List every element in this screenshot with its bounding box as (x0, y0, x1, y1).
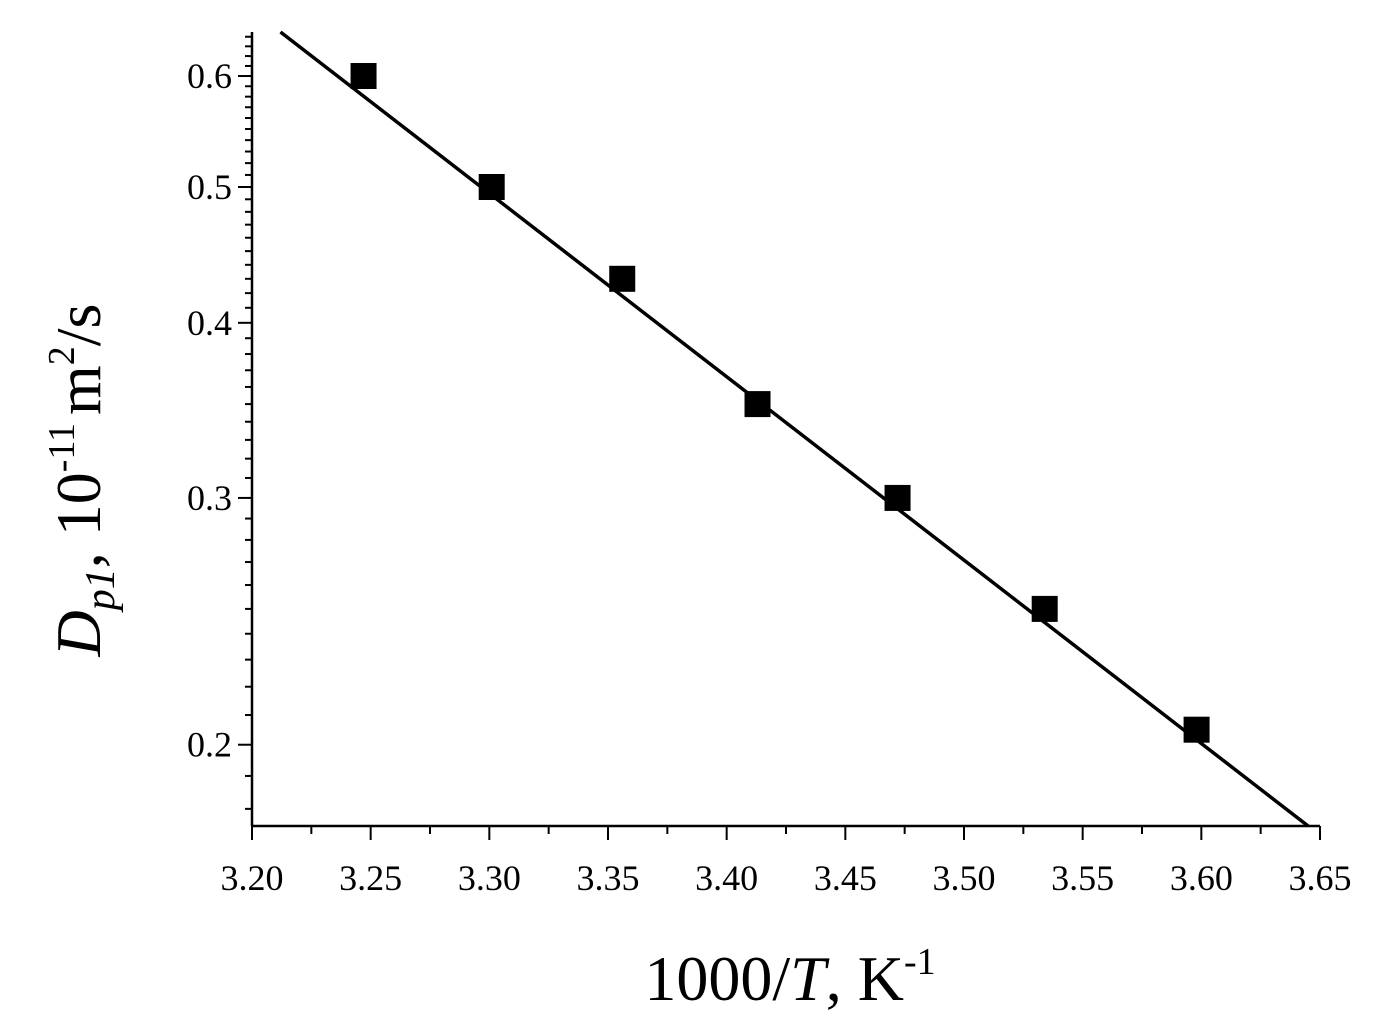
y-tick-label: 0.6 (187, 56, 232, 96)
x-tick-label: 3.25 (339, 858, 402, 898)
x-tick-label: 3.35 (577, 858, 640, 898)
x-tick-label: 3.20 (221, 858, 284, 898)
x-axis-ticks: 3.20 3.25 3.30 3.35 3.40 3.45 3.50 3.55 3.60 3.65 (221, 826, 1352, 898)
y-axis-ticks: 0.2 0.3 0.4 0.5 0.6 (187, 35, 252, 810)
fit-line-group (279, 30, 1310, 828)
data-points (350, 63, 1210, 743)
axes (250, 32, 1320, 828)
data-point (744, 391, 771, 418)
x-tick-label: 3.30 (458, 858, 521, 898)
data-point (1031, 595, 1058, 622)
x-axis-title: 1000/T, K-1 (644, 941, 935, 1014)
data-point (884, 484, 911, 511)
x-tick-label: 3.65 (1289, 858, 1352, 898)
data-point (350, 63, 377, 90)
data-point (1183, 716, 1210, 743)
y-tick-label: 0.3 (187, 478, 232, 518)
y-tick-label: 0.4 (187, 303, 232, 343)
x-tick-label: 3.50 (933, 858, 996, 898)
data-point (609, 265, 636, 292)
y-tick-label: 0.2 (187, 725, 232, 765)
y-axis-title: Dp1, 10-11m2/s (41, 304, 124, 658)
x-tick-label: 3.55 (1051, 858, 1114, 898)
y-tick-label: 0.5 (187, 167, 232, 207)
x-tick-label: 3.40 (695, 858, 758, 898)
x-tick-label: 3.60 (1170, 858, 1233, 898)
data-point (478, 173, 505, 200)
x-tick-label: 3.45 (814, 858, 877, 898)
fit-line (279, 30, 1310, 828)
